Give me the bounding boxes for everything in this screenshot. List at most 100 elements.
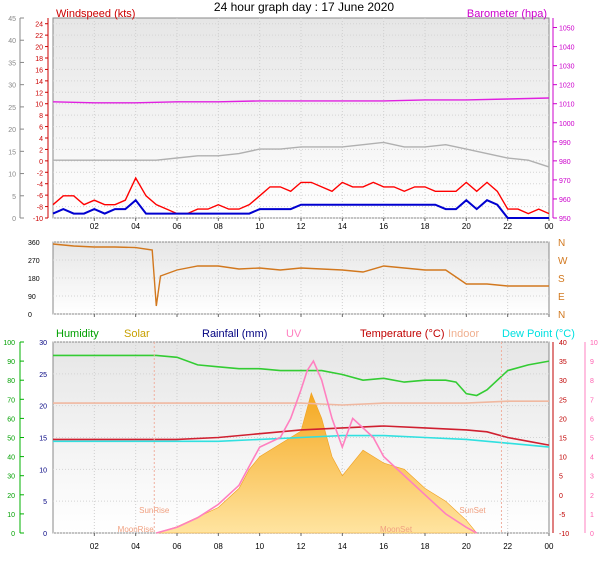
direction-degree-axis: 360 270 180 90 0 xyxy=(28,240,40,319)
temp-tick-label: -5 xyxy=(559,512,565,519)
legend-item: Rainfall (mm) xyxy=(202,328,267,340)
outer-tick-label: 25 xyxy=(8,105,16,112)
x-tick-label: 04 xyxy=(131,222,140,231)
inner-tick-label: 4 xyxy=(39,136,43,143)
legend-item: Dew Point (°C) xyxy=(502,328,575,340)
uv-tick-label: 1 xyxy=(590,512,594,519)
inner-tick-label: 18 xyxy=(35,56,43,63)
inner-tick-label: -10 xyxy=(33,216,43,223)
x-tick-label: 22 xyxy=(503,222,512,231)
wind-series xyxy=(52,97,550,219)
outer-tick-label: 30 xyxy=(8,83,16,90)
degree-tick-label: 90 xyxy=(28,294,36,301)
rain-tick-label: 5 xyxy=(43,499,47,506)
uv-tick-label: 10 xyxy=(590,340,598,347)
x-tick-label: 08 xyxy=(214,542,223,551)
x-tick-label: 18 xyxy=(421,222,430,231)
wind-left-outer-axis: 0 5 10 15 20 25 30 35 40 45 xyxy=(8,16,24,223)
barometer-tick-label: 960 xyxy=(559,197,571,204)
inner-tick-label: 22 xyxy=(35,33,43,40)
x-tick-label: 18 xyxy=(421,542,430,551)
degree-tick-label: 180 xyxy=(28,276,40,283)
rain-tick-label: 30 xyxy=(39,340,47,347)
gust-average-line xyxy=(53,141,550,168)
wind-gust-line xyxy=(52,176,550,215)
rain-tick-label: 20 xyxy=(39,404,47,411)
barometer-tick-label: 950 xyxy=(559,216,571,223)
barometer-tick-label: 1040 xyxy=(559,45,575,52)
barometer-tick-label: 1000 xyxy=(559,121,575,128)
barometer-tick-label: 1050 xyxy=(559,26,575,33)
direction-panel-grid xyxy=(53,241,549,315)
climate-x-axis: 02 04 06 08 10 12 14 16 18 20 22 00 xyxy=(90,533,554,551)
temp-tick-label: 5 xyxy=(559,474,563,481)
x-tick-label: 02 xyxy=(90,222,99,231)
degree-tick-label: 0 xyxy=(28,312,32,319)
direction-series xyxy=(52,243,550,317)
humidity-tick-label: 70 xyxy=(7,397,15,404)
compass-tick-label: E xyxy=(558,292,565,303)
humidity-tick-label: 30 xyxy=(7,474,15,481)
temp-tick-label: 15 xyxy=(559,436,567,443)
temp-tick-label: 20 xyxy=(559,416,567,423)
humidity-tick-label: 50 xyxy=(7,436,15,443)
outer-tick-label: 35 xyxy=(8,60,16,67)
outer-tick-label: 15 xyxy=(8,149,16,156)
page-title: 24 hour graph day : 17 June 2020 xyxy=(213,0,395,14)
uv-tick-label: 6 xyxy=(590,416,594,423)
barometer-tick-label: 1030 xyxy=(559,64,575,71)
uv-tick-label: 5 xyxy=(590,436,594,443)
temperature-line xyxy=(53,425,550,446)
inner-tick-label: 16 xyxy=(35,67,43,74)
x-tick-label: 16 xyxy=(379,222,388,231)
x-tick-label: 20 xyxy=(462,222,471,231)
inner-tick-label: 14 xyxy=(35,79,43,86)
x-tick-label: 08 xyxy=(214,222,223,231)
rain-tick-label: 25 xyxy=(39,372,47,379)
legend-item: Temperature (°C) xyxy=(360,328,444,340)
outer-tick-label: 20 xyxy=(8,127,16,134)
degree-tick-label: 360 xyxy=(28,240,40,247)
temp-tick-label: 30 xyxy=(559,378,567,385)
x-tick-label: 14 xyxy=(338,222,347,231)
annotation-label: MoonSet xyxy=(380,525,413,534)
inner-tick-label: 8 xyxy=(39,113,43,120)
inner-tick-label: 12 xyxy=(35,90,43,97)
humidity-tick-label: 40 xyxy=(7,455,15,462)
climate-legend: Humidity Solar Rainfall (mm) UV Temperature … xyxy=(56,328,575,340)
windspeed-axis-label: Windspeed (kts) xyxy=(56,8,135,20)
humidity-tick-label: 20 xyxy=(7,493,15,500)
outer-tick-label: 40 xyxy=(8,38,16,45)
uv-tick-label: 3 xyxy=(590,474,594,481)
x-tick-label: 10 xyxy=(255,222,264,231)
humidity-tick-label: 100 xyxy=(3,340,15,347)
x-tick-label: 12 xyxy=(297,222,306,231)
climate-series xyxy=(53,354,550,534)
x-tick-label: 22 xyxy=(503,542,512,551)
humidity-tick-label: 90 xyxy=(7,359,15,366)
legend-item: Humidity xyxy=(56,328,99,340)
compass-tick-label: S xyxy=(558,274,565,285)
humidity-tick-label: 60 xyxy=(7,416,15,423)
uv-tick-label: 2 xyxy=(590,493,594,500)
rain-tick-label: 15 xyxy=(39,436,47,443)
indoor-temp-line xyxy=(53,400,549,406)
temp-tick-label: 25 xyxy=(559,397,567,404)
outer-tick-label: 45 xyxy=(8,16,16,23)
uv-line xyxy=(156,359,478,534)
x-tick-label: 12 xyxy=(297,542,306,551)
compass-tick-label: W xyxy=(558,256,568,267)
inner-tick-label: 20 xyxy=(35,45,43,52)
outer-tick-label: 10 xyxy=(8,172,16,179)
barometer-line xyxy=(52,97,550,104)
barometer-tick-label: 1010 xyxy=(559,102,575,109)
wind-direction-line xyxy=(52,243,549,307)
uv-tick-label: 7 xyxy=(590,397,594,404)
x-tick-label: 00 xyxy=(545,542,554,551)
rain-tick-label: 10 xyxy=(39,467,47,474)
